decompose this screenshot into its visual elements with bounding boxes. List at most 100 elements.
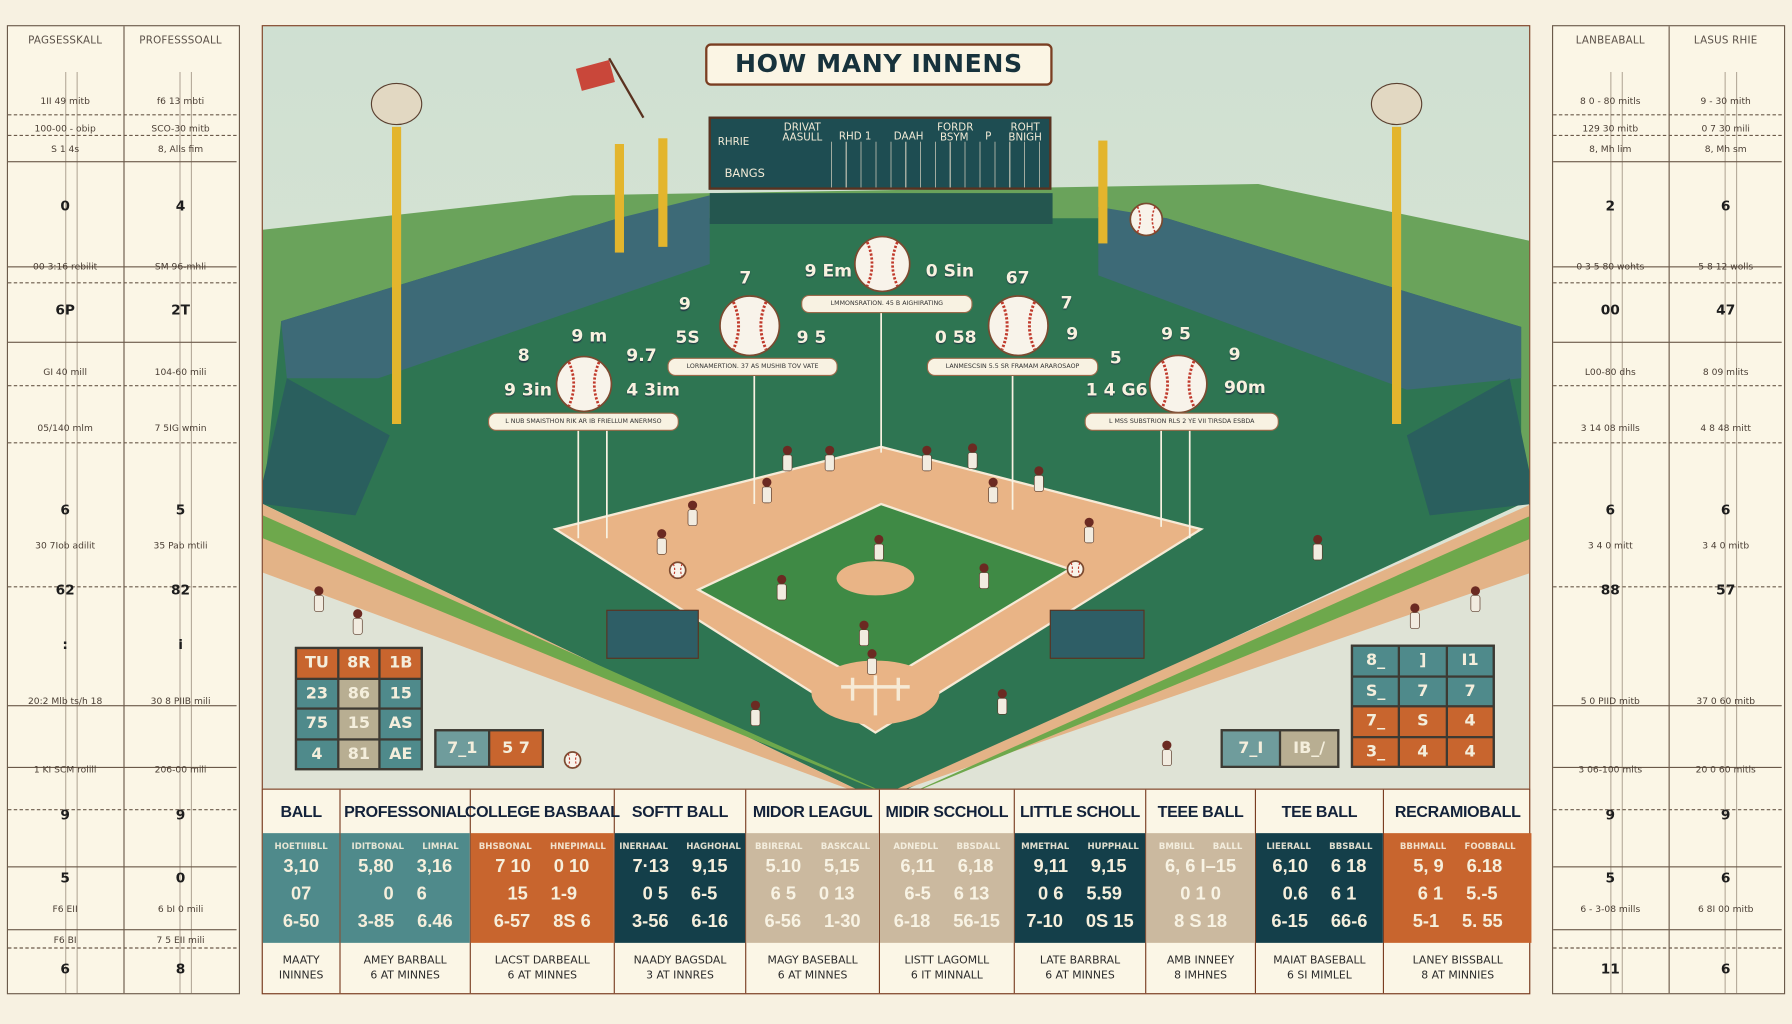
cell-value: 6-5 bbox=[904, 884, 931, 904]
table-column: BALL HOETIIIBLL 3,10 07 6-50 MAATY ININNES bbox=[262, 789, 341, 994]
baseball-icon bbox=[668, 561, 687, 580]
value-row: 15 1-9 bbox=[507, 881, 577, 908]
column-values: BBIRERAL BASKCALL 5.10 5,15 6 5 0 13 6-56 1-30 bbox=[746, 833, 879, 943]
panel-value: 7 5IG wmin bbox=[154, 422, 207, 434]
panel-value: 5 0 PIID mitb bbox=[1580, 695, 1640, 707]
value-row: 0 6 5.59 bbox=[1038, 881, 1122, 908]
mini-score-cell: 8R bbox=[339, 649, 379, 678]
right-lights-icon bbox=[1370, 82, 1423, 126]
column-title: LITTLE SCHOLL bbox=[1019, 802, 1140, 821]
page-title: HOW MANY INNENS bbox=[705, 43, 1053, 86]
mini-score-cell: 4 bbox=[297, 739, 337, 768]
cell-value: 9,11 bbox=[1033, 857, 1069, 877]
footer-text: LANEY BISSBALL bbox=[1412, 954, 1503, 967]
mini-score-cell: 75 bbox=[297, 709, 337, 738]
table-column: RECRAMIOBALL BBHMALL FOOBBALL 5, 9 6.18 6 1 5.… bbox=[1383, 790, 1532, 993]
field-label: 5S bbox=[675, 326, 700, 348]
row-divider bbox=[1553, 947, 1782, 949]
table-column: TEE BALL LIEERALL BBSBALL 6,10 6 18 0.6 6 1 6-1… bbox=[1255, 789, 1384, 994]
cell-value: 0 bbox=[383, 884, 394, 904]
player-figure bbox=[824, 445, 835, 472]
mini-score-cell: ] bbox=[1400, 646, 1446, 675]
mini-score-cell: 3_ bbox=[1353, 737, 1399, 766]
mini-score-cell: 7 bbox=[1400, 677, 1446, 706]
player-figure bbox=[979, 563, 989, 589]
footer-text: NAADY BAGSDAL bbox=[633, 954, 727, 967]
row-divider bbox=[7, 341, 237, 343]
column-values: HOETIIIBLL 3,10 07 6-50 bbox=[262, 833, 340, 943]
subheader: HNEPIMALL bbox=[550, 840, 606, 851]
grid-line bbox=[76, 71, 78, 994]
panel-value: 8, Mh sm bbox=[1704, 143, 1747, 155]
footer-text: AMB INNEEY bbox=[1166, 954, 1235, 967]
cell-value: 6,18 bbox=[957, 857, 994, 877]
player-figure bbox=[313, 586, 324, 612]
field-label: 0 Sin bbox=[925, 260, 975, 282]
cell-value: 5,80 bbox=[358, 857, 394, 877]
footer-text: LACST DARBEALL bbox=[494, 954, 590, 967]
column-footer: LATE BARBRAL 6 AT MINNES bbox=[1015, 943, 1145, 993]
scoreboard-label: DAAH bbox=[893, 131, 924, 143]
table-column: PROFESSONIAL IDITBONAL LIMHAL 5,80 3,16 0 6 3-8… bbox=[340, 789, 471, 994]
cell-value: 6,10 bbox=[1272, 857, 1308, 877]
column-title: MIDOR LEAGUL bbox=[752, 802, 873, 821]
footer-text: 6 AT MINNES bbox=[507, 969, 578, 982]
value-row: 6, 6 I–15 bbox=[1165, 854, 1236, 881]
mini-score-cell: 86 bbox=[339, 679, 379, 708]
panel-value: 62 bbox=[55, 581, 75, 598]
column-title: RECRAMIOBALL bbox=[1394, 802, 1521, 821]
column-subheaders: BBIRERAL BASKCALL bbox=[755, 838, 870, 854]
column-subheaders: MMETHAL HUPPHALL bbox=[1021, 838, 1139, 854]
player-figure bbox=[1084, 517, 1095, 544]
column-subheaders: INERHAAL HAGHOHAL bbox=[619, 838, 741, 854]
baseball-icon bbox=[1129, 202, 1164, 237]
caption-strip: LANMESCSIN 5.5 SR FRAMAM ARAROSAOP bbox=[926, 357, 1099, 376]
cell-value: 07 bbox=[290, 884, 312, 904]
panel-value: 37 0 60 mitb bbox=[1696, 695, 1756, 707]
row-divider bbox=[7, 809, 237, 811]
cell-value: 8 S 18 bbox=[1174, 911, 1227, 932]
panel-value: 7 5 EII mili bbox=[156, 934, 205, 946]
left-light-tower bbox=[391, 126, 402, 424]
column-values: INERHAAL HAGHOHAL 7·13 9,15 0 5 6-5 3-56 6-16 bbox=[614, 833, 746, 943]
row-divider bbox=[7, 442, 237, 444]
mini-score-cell: 4 bbox=[1447, 737, 1493, 766]
row-divider bbox=[1553, 341, 1782, 343]
row-divider bbox=[7, 705, 237, 707]
column-header: LANBEABALL bbox=[1575, 35, 1645, 47]
grid-line bbox=[65, 71, 67, 994]
cell-value: 6 1 bbox=[1417, 884, 1444, 904]
field-label: 9 m bbox=[571, 325, 608, 347]
row-divider bbox=[1553, 442, 1782, 444]
column-values: IDITBONAL LIMHAL 5,80 3,16 0 6 3-85 6.46 bbox=[340, 833, 470, 943]
table-column: COLLEGE BASBAAL BHSBONAL HNEPIMALL 7 10 0 10… bbox=[465, 789, 620, 994]
panel-value: L00-80 dhs bbox=[1584, 366, 1636, 378]
column-header: PAGSESSKALL bbox=[28, 35, 103, 47]
field-label: 5 bbox=[1109, 347, 1122, 368]
field-label: 9 bbox=[678, 293, 691, 315]
panel-value: 8, Mh lim bbox=[1589, 143, 1632, 155]
footer-text: LATE BARBRAL bbox=[1039, 954, 1121, 967]
value-row: 6-15 66-6 bbox=[1271, 909, 1367, 936]
caption-strip: LORNAMERTION. 37 AS MUSHIB TOV VATE bbox=[667, 357, 838, 376]
panel-value: 30 8 PIIB mili bbox=[150, 695, 211, 707]
mini-score-cell: IB_/ bbox=[1281, 731, 1338, 766]
panel-value: 11 bbox=[1600, 961, 1620, 978]
player-figure bbox=[867, 649, 877, 675]
grid-line bbox=[1621, 71, 1623, 994]
player-figure bbox=[761, 477, 772, 504]
panel-value: 20 0 60 mitls bbox=[1695, 764, 1756, 775]
table-column: LITTLE SCHOLL MMETHAL HUPPHALL 9,11 9,15 0 6 5… bbox=[1014, 789, 1147, 994]
panel-value: 8 09 mlits bbox=[1702, 366, 1749, 378]
caption-strip: L MSS SUBSTRION RLS 2 YE VII TIRSDA ESBD… bbox=[1084, 412, 1279, 431]
outfield-wall bbox=[709, 193, 1053, 224]
baseballs bbox=[555, 202, 1208, 769]
column-subheaders: LIEERALL BBSBALL bbox=[1266, 838, 1372, 854]
value-row: 6-18 56-15 bbox=[894, 909, 1000, 936]
row-divider bbox=[1553, 705, 1782, 707]
column-values: BBHMALL FOOBBALL 5, 9 6.18 6 1 5.-5 5-1 5. 55 bbox=[1383, 833, 1532, 943]
row-divider bbox=[7, 385, 237, 387]
cell-value: 6-15 bbox=[1271, 911, 1308, 932]
field-label: 67 bbox=[1005, 267, 1030, 288]
cell-value: 6, 6 I–15 bbox=[1164, 857, 1237, 877]
